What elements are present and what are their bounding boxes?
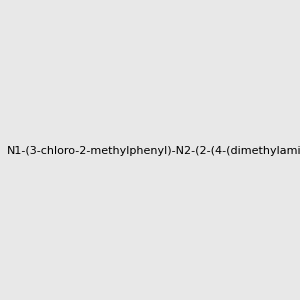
Text: N1-(3-chloro-2-methylphenyl)-N2-(2-(4-(dimethylami: N1-(3-chloro-2-methylphenyl)-N2-(2-(4-(d… [6,146,300,157]
